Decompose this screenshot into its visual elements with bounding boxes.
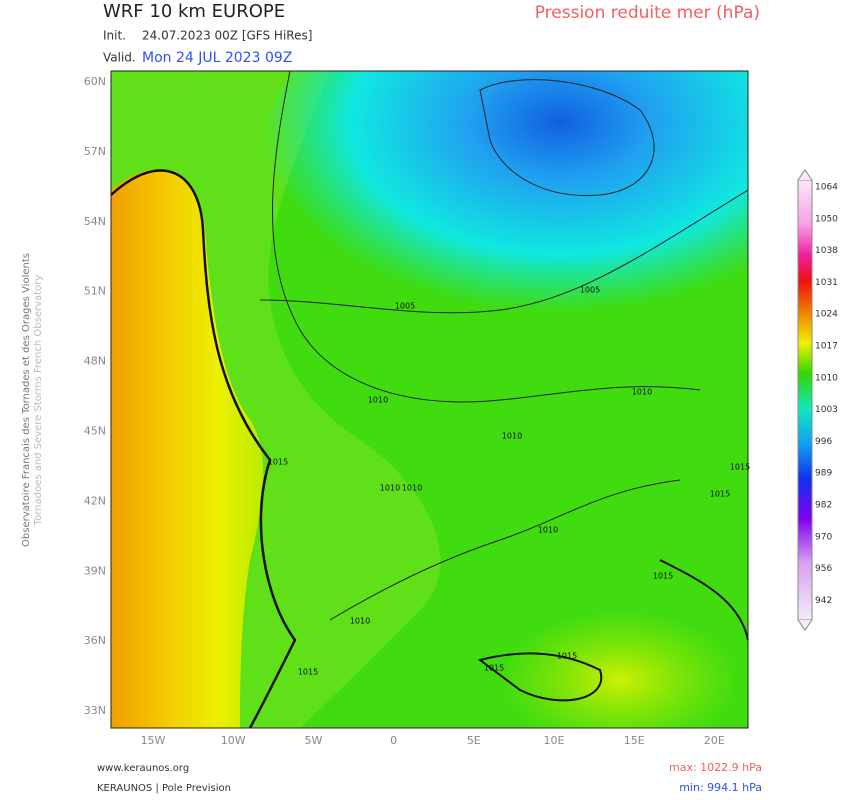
latitude-label: 45N: [84, 425, 106, 438]
init-label: Init.: [103, 29, 126, 43]
longitude-label: 15E: [624, 734, 645, 747]
colorbar-label: 956: [815, 564, 832, 574]
colorbar-label: 1003: [815, 405, 838, 415]
model-title: WRF 10 km EUROPE: [103, 1, 285, 22]
colorbar-label: 970: [815, 532, 832, 542]
colorbar: [797, 179, 813, 621]
colorbar-label: 1024: [815, 310, 838, 320]
colorbar-label: 1038: [815, 246, 838, 256]
init-value: 24.07.2023 00Z [GFS HiRes]: [142, 29, 312, 43]
contour-label: 1010: [538, 526, 558, 535]
contour-label: 1015: [557, 652, 577, 661]
latitude-label: 48N: [84, 355, 106, 368]
longitude-label: 15W: [141, 734, 166, 747]
latitude-label: 39N: [84, 564, 106, 577]
latitude-label: 60N: [84, 75, 106, 88]
contour-label: 1010: [632, 388, 652, 397]
longitude-label: 5E: [467, 734, 481, 747]
latitude-label: 33N: [84, 704, 106, 717]
latitude-label: 54N: [84, 215, 106, 228]
longitude-label: 5W: [304, 734, 322, 747]
latitude-label: 42N: [84, 494, 106, 507]
contour-label: 1015: [484, 664, 504, 673]
colorbar-label: 1017: [815, 342, 838, 352]
colorbar-label: 942: [815, 596, 832, 606]
valid-value: Mon 24 JUL 2023 09Z: [142, 50, 292, 66]
contour-label: 1010: [350, 617, 370, 626]
colorbar-label: 996: [815, 437, 832, 447]
contour-label: 1005: [580, 286, 600, 295]
colorbar-label: 1050: [815, 214, 838, 224]
map-frame: [110, 70, 749, 729]
parameter-title: Pression reduite mer (hPa): [535, 3, 760, 23]
contour-label: 1015: [268, 458, 288, 467]
contour-label: 1015: [653, 572, 673, 581]
side-credit: Observatoire Francais des Tornades et de…: [21, 253, 32, 547]
contour-label: 1010: [502, 432, 522, 441]
latitude-label: 57N: [84, 145, 106, 158]
min-value: min: 994.1 hPa: [679, 781, 762, 794]
organisation: KERAUNOS | Pole Prevision: [97, 783, 231, 794]
website: www.keraunos.org: [97, 763, 189, 774]
contour-label: 1015: [710, 490, 730, 499]
contour-label: 1005: [395, 302, 415, 311]
colorbar-label: 1010: [815, 373, 838, 383]
latitude-label: 36N: [84, 634, 106, 647]
colorbar-ends: [797, 169, 813, 631]
contour-label: 1010: [380, 484, 400, 493]
latitude-label: 51N: [84, 285, 106, 298]
longitude-label: 10W: [221, 734, 246, 747]
longitude-label: 0: [390, 734, 397, 747]
contour-label: 1015: [730, 463, 750, 472]
colorbar-label: 982: [815, 501, 832, 511]
colorbar-label: 1031: [815, 278, 838, 288]
valid-label: Valid.: [103, 51, 136, 65]
longitude-label: 10E: [544, 734, 565, 747]
contour-label: 1010: [368, 396, 388, 405]
side-credit: Tornadoes and Severe Storms French Obser…: [33, 275, 44, 526]
contour-label: 1010: [402, 484, 422, 493]
colorbar-label: 1064: [815, 183, 838, 193]
max-value: max: 1022.9 hPa: [669, 761, 762, 774]
contour-label: 1015: [298, 668, 318, 677]
map-field: [111, 71, 748, 728]
colorbar-label: 989: [815, 469, 832, 479]
longitude-label: 20E: [704, 734, 725, 747]
